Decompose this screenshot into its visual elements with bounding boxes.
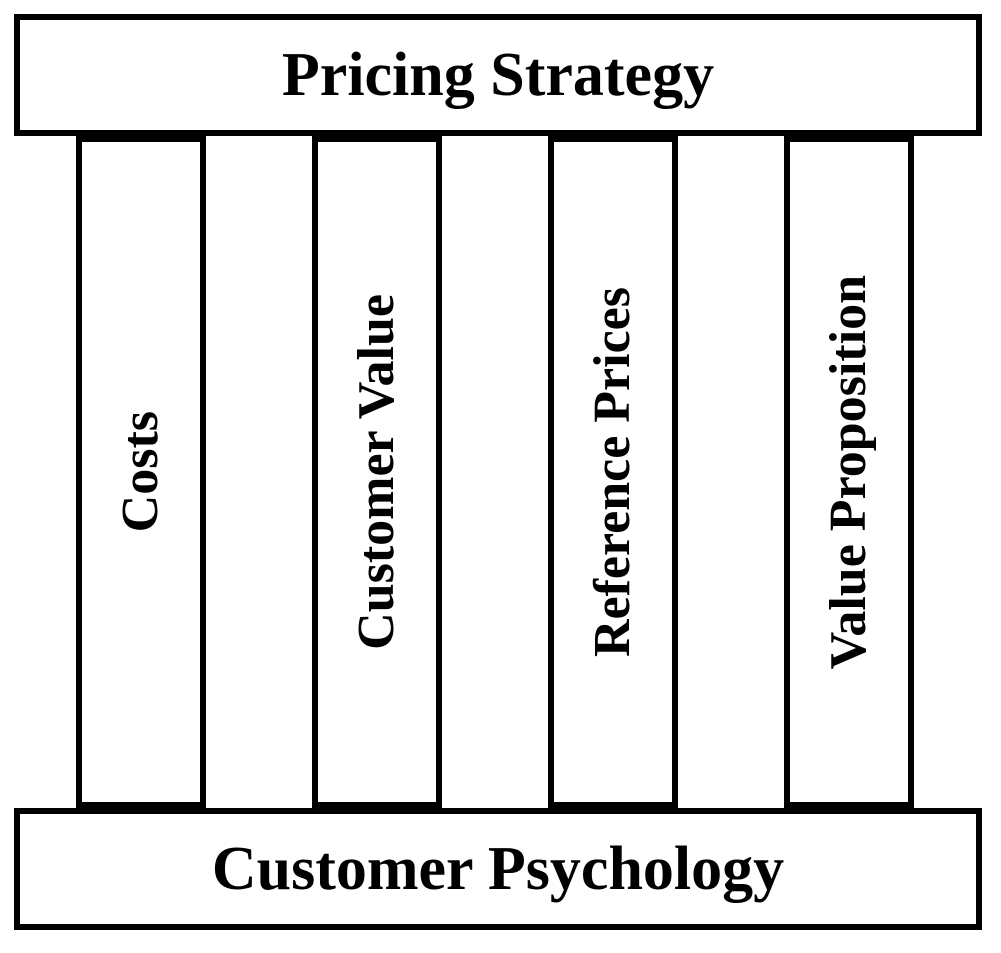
base-box: Customer Psychology (14, 808, 982, 930)
pillar-3-label: Reference Prices (587, 287, 639, 657)
roof-box: Pricing Strategy (14, 14, 982, 136)
pillar-1: Costs (76, 136, 206, 808)
pillar-4-label: Value Proposition (823, 275, 875, 669)
pillar-2-label: Customer Value (351, 294, 403, 650)
pillar-4: Value Proposition (784, 136, 914, 808)
roof-box-label: Pricing Strategy (282, 44, 714, 106)
pillar-3: Reference Prices (548, 136, 678, 808)
diagram-canvas: Pricing Strategy Costs Customer Value Refer… (0, 0, 1001, 953)
pillar-1-label: Costs (115, 411, 167, 532)
pillar-2: Customer Value (312, 136, 442, 808)
base-box-label: Customer Psychology (212, 838, 784, 900)
